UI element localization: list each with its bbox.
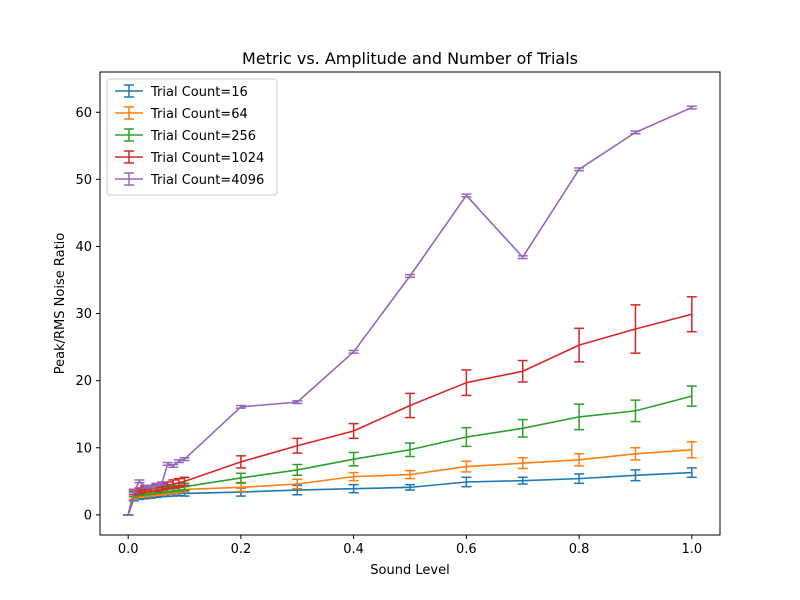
- legend-item: Trial Count=256: [115, 128, 256, 144]
- y-tick-label: 30: [75, 307, 92, 322]
- error-bar: [686, 105, 697, 110]
- error-bar: [292, 437, 303, 454]
- error-bar: [292, 478, 303, 490]
- error-bar: [173, 477, 184, 488]
- error-bar: [405, 442, 415, 458]
- error-bar: [630, 304, 641, 354]
- error-bar: [574, 473, 585, 485]
- error-bar: [405, 483, 415, 491]
- x-tick-label: 1.0: [681, 542, 702, 557]
- error-bar: [179, 476, 190, 487]
- x-tick-label: 0.4: [343, 542, 364, 557]
- plot-area: [123, 105, 697, 516]
- error-bar: [574, 167, 585, 172]
- error-bar: [686, 296, 697, 333]
- y-tick-label: 0: [84, 508, 92, 523]
- legend-label: Trial Count=16: [150, 85, 248, 100]
- error-bar: [630, 447, 641, 461]
- error-bar: [630, 469, 641, 482]
- x-tick-label: 0.0: [118, 542, 139, 557]
- error-bar: [348, 422, 359, 440]
- x-axis-label: Sound Level: [370, 563, 449, 578]
- error-bar: [348, 471, 359, 482]
- error-bar: [517, 359, 528, 383]
- series-line: [127, 313, 693, 516]
- x-tick-label: 0.6: [456, 542, 477, 557]
- error-bar: [461, 460, 472, 473]
- error-bar: [151, 482, 162, 487]
- error-bar: [348, 349, 359, 354]
- legend-label: Trial Count=64: [150, 107, 248, 122]
- error-bar: [574, 403, 585, 431]
- error-bar: [686, 385, 697, 407]
- y-axis: 0 10 20 30 40 50 60: [75, 106, 100, 523]
- error-bar: [574, 327, 585, 363]
- legend-label: Trial Count=256: [150, 129, 256, 144]
- legend-item: Trial Count=4096: [115, 172, 264, 188]
- error-bar: [574, 453, 585, 467]
- y-tick-label: 10: [75, 441, 92, 456]
- error-bar: [630, 130, 641, 135]
- y-tick-label: 60: [75, 106, 92, 121]
- error-bar: [405, 273, 415, 279]
- x-tick-label: 0.8: [569, 542, 590, 557]
- error-bar: [686, 467, 697, 479]
- error-bar: [517, 476, 528, 485]
- error-bar: [292, 463, 303, 477]
- error-bar: [168, 479, 179, 489]
- error-bar: [686, 440, 697, 459]
- legend-item: Trial Count=16: [115, 84, 248, 100]
- plot-frame: [99, 71, 721, 536]
- error-bar: [405, 469, 415, 480]
- error-bar: [348, 483, 359, 494]
- y-tick-label: 20: [75, 374, 92, 389]
- y-axis-label: Peak/RMS Noise Ratio: [53, 233, 68, 374]
- legend-frame: [106, 78, 278, 196]
- y-tick-label: 40: [75, 240, 92, 255]
- legend: Trial Count=16 Trial Count=64 Trial Count=…: [106, 78, 278, 196]
- error-bar: [235, 472, 246, 484]
- legend-label: Trial Count=4096: [150, 173, 264, 188]
- x-axis: 0.0 0.2 0.4 0.6 0.8 1.0: [118, 535, 702, 557]
- error-bar: [517, 457, 528, 470]
- series-5: [123, 105, 697, 516]
- legend-item: Trial Count=1024: [115, 150, 264, 166]
- error-bar: [630, 399, 641, 423]
- error-bar: [235, 404, 246, 409]
- error-bar: [461, 369, 472, 397]
- legend-item: Trial Count=64: [115, 106, 248, 122]
- error-bar: [348, 451, 359, 467]
- error-bar: [461, 426, 472, 448]
- error-bar: [517, 255, 528, 260]
- error-bar: [405, 392, 415, 419]
- error-bar: [292, 400, 303, 405]
- error-bar: [461, 193, 472, 198]
- error-bar: [157, 481, 167, 486]
- y-tick-label: 50: [75, 173, 92, 188]
- x-tick-label: 0.2: [231, 542, 252, 557]
- chart-title: Metric vs. Amplitude and Number of Trial…: [242, 49, 578, 68]
- error-bar: [179, 457, 190, 462]
- error-bar: [517, 418, 528, 438]
- error-bar: [134, 479, 145, 484]
- error-bar: [168, 463, 179, 468]
- error-bar: [128, 489, 139, 494]
- series-4: [123, 296, 697, 516]
- error-bar: [461, 476, 472, 488]
- legend-label: Trial Count=1024: [150, 151, 264, 166]
- error-bar: [235, 455, 246, 469]
